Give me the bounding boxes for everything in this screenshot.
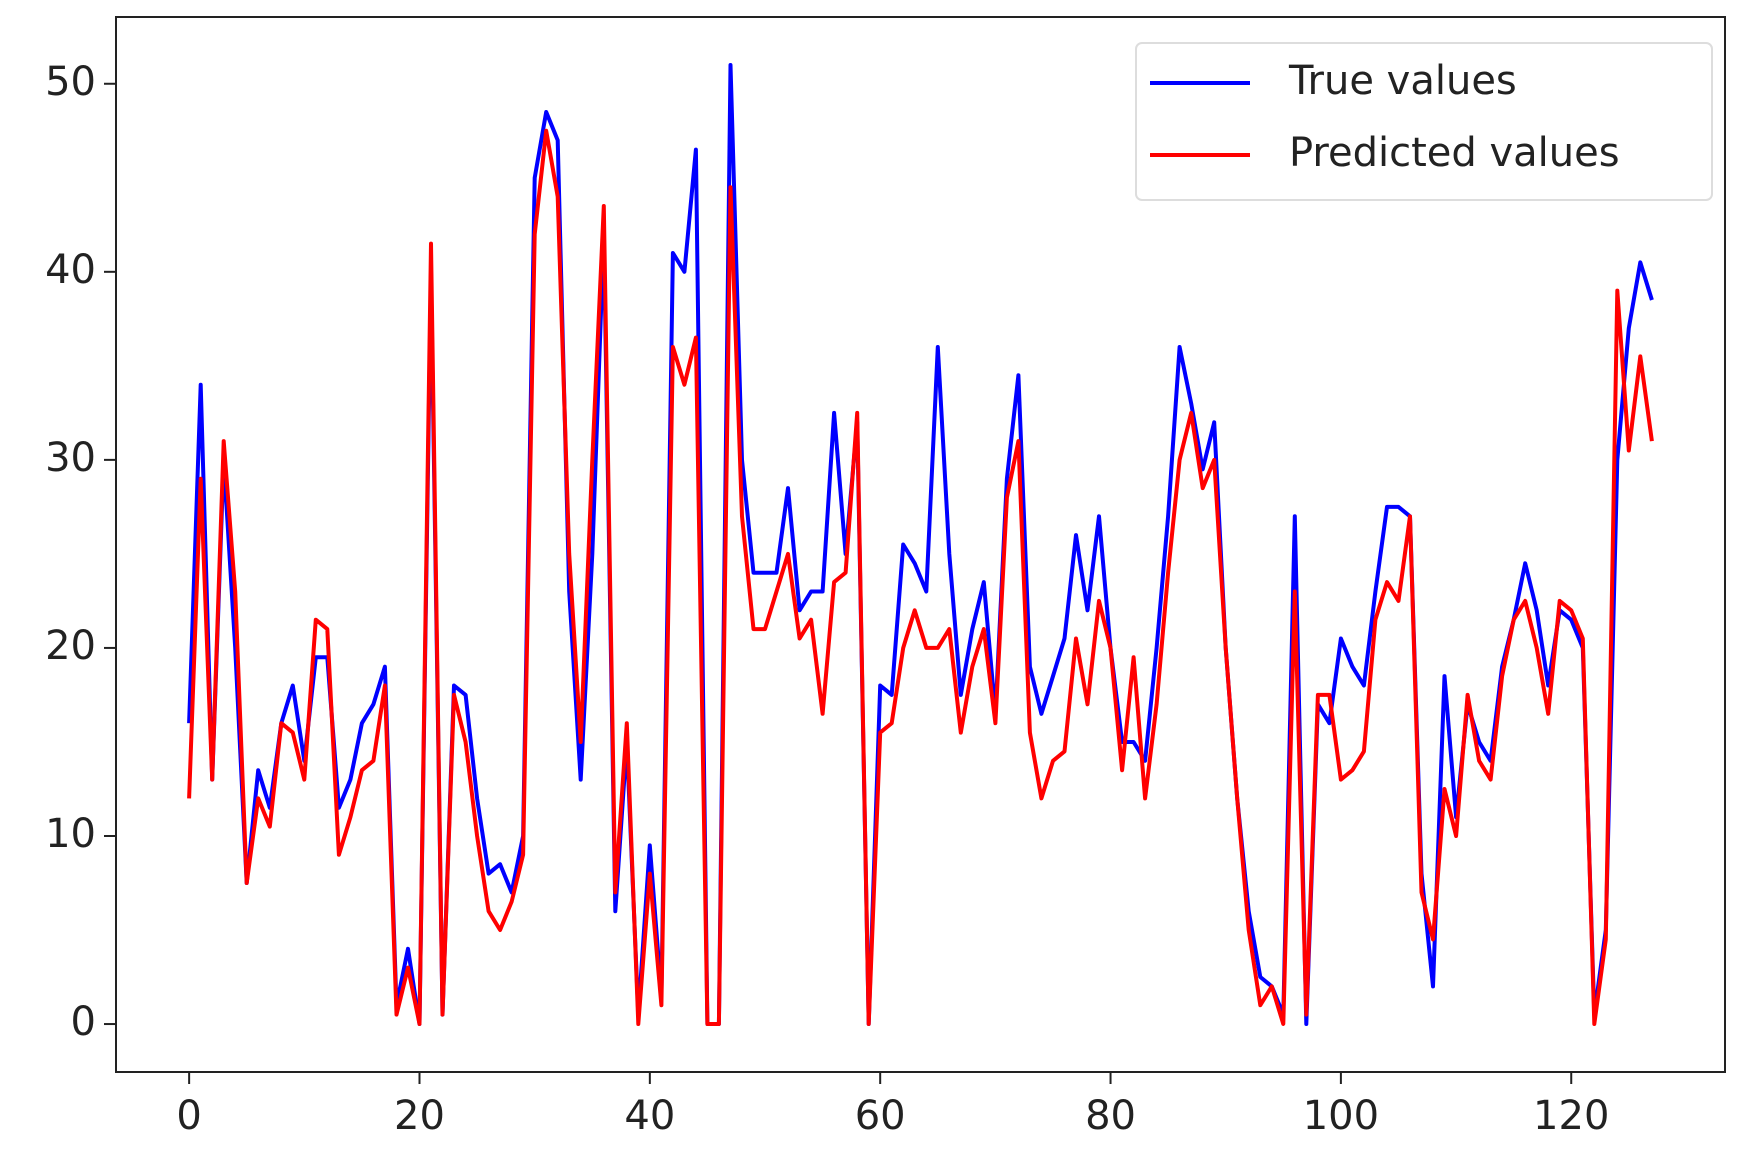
series-line (187, 63, 1654, 1026)
x-tick-label: 40 (624, 1093, 675, 1139)
y-tick-label: 20 (45, 623, 96, 669)
y-tick-label: 10 (45, 811, 96, 857)
y-tick-label: 40 (45, 247, 96, 293)
x-tick-label: 0 (176, 1093, 201, 1139)
legend-box (1135, 42, 1713, 201)
x-tick-label: 60 (855, 1093, 906, 1139)
legend-label: Predicted values (1289, 130, 1620, 176)
x-tick-label: 120 (1533, 1093, 1609, 1139)
x-tick-label: 20 (394, 1093, 445, 1139)
y-tick-label: 50 (45, 59, 96, 105)
x-tick-label: 80 (1085, 1093, 1136, 1139)
legend-label: True values (1288, 58, 1517, 104)
series-line (187, 128, 1654, 1026)
y-tick-label: 0 (71, 999, 96, 1045)
axes-frame (115, 16, 1726, 1073)
x-tick-label: 100 (1303, 1093, 1379, 1139)
y-tick-label: 30 (45, 435, 96, 481)
